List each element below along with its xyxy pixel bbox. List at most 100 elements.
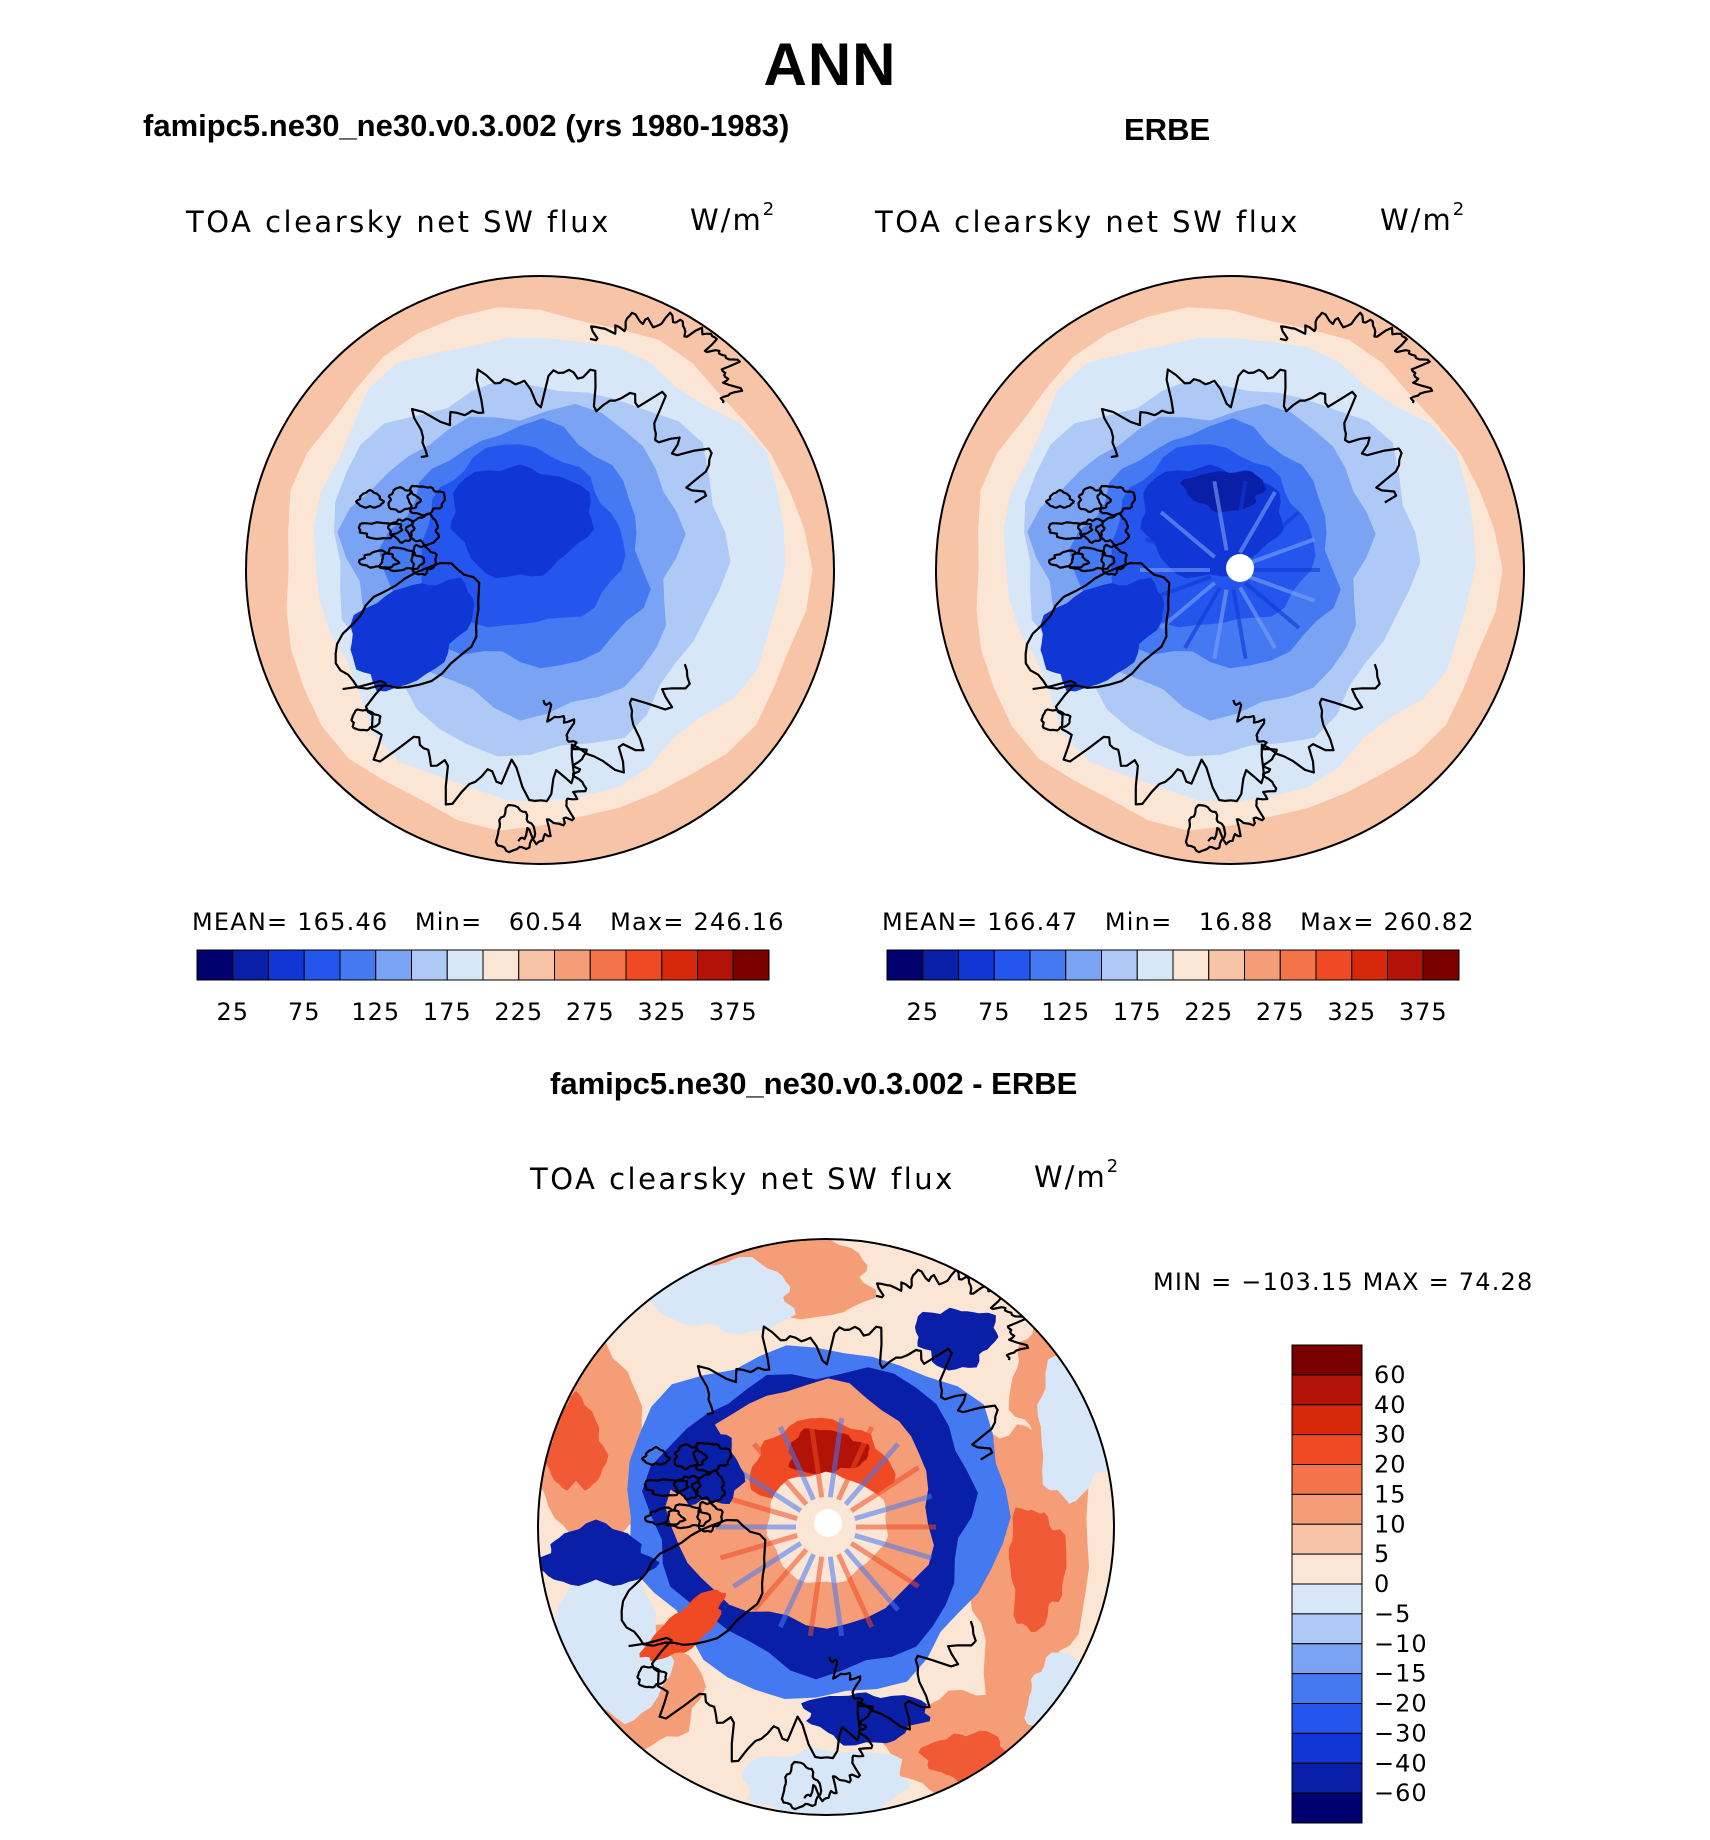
coastline-island (696, 1500, 724, 1533)
field-streak (1144, 574, 1212, 603)
coastline-north-america (1032, 663, 1381, 806)
diff-streak (843, 1548, 900, 1612)
diff-streak (732, 1465, 803, 1513)
model-stats: MEAN= 165.46 Min= 60.54 Max= 246.16 (192, 908, 785, 936)
diff-colorbar-color-box (1291, 1703, 1363, 1734)
field-streak (1144, 537, 1212, 566)
obs-colorbar-tick-label: 225 (1184, 998, 1233, 1026)
obs-colorbar-color-box (1279, 949, 1317, 981)
diff-streak (849, 1541, 920, 1589)
coastline-north-america (628, 1620, 977, 1763)
obs-colorbar-tick-label: 325 (1327, 998, 1376, 1026)
coastline-island (1100, 543, 1128, 576)
obs-colorbar-color-box (886, 949, 924, 981)
model-min-value: 60.54 (508, 908, 584, 936)
coastline-island (378, 546, 426, 573)
obs-colorbar-color-box (1422, 949, 1460, 981)
coastline-island (1045, 488, 1075, 509)
field-streak (1183, 491, 1222, 554)
coastline-island (690, 1469, 727, 1504)
coastline-british-isles (780, 1760, 823, 1811)
coastline-island (410, 543, 438, 576)
model-map-border (245, 275, 835, 865)
diff-colorbar-color-box (1291, 1523, 1363, 1555)
coastline-island (1068, 546, 1116, 573)
coastline-scandinavia (803, 1656, 874, 1803)
coastline-north-america (342, 663, 691, 806)
diff-streak (719, 1493, 798, 1521)
coastline-british-isles (1184, 803, 1227, 854)
field-streak (1238, 491, 1277, 554)
diff-colorbar-tick-label: −60 (1374, 1779, 1428, 1807)
diff-colorbar-color-box (1291, 1792, 1363, 1824)
diff-streak (752, 1548, 809, 1612)
pole-missing-data (814, 1509, 842, 1537)
obs-colorbar-color-box (1208, 949, 1245, 981)
coastline-scandinavia (517, 699, 588, 846)
diff-streak (836, 1553, 874, 1629)
model-max-value: 246.16 (693, 908, 785, 936)
model-variable-label: TOA clearsky net SW flux (186, 205, 611, 239)
diff-streak (732, 1541, 803, 1589)
obs-colorbar-color-box (1315, 949, 1353, 981)
season-title: ANN (763, 31, 897, 98)
field-streak (1212, 481, 1229, 551)
coastline-island (355, 488, 385, 509)
diff-colorbar-color-box (1291, 1374, 1363, 1406)
field-streak (1248, 574, 1316, 603)
field-streak (1244, 581, 1301, 630)
diff-colorbar-color-box (1291, 1583, 1363, 1615)
diff-streak (836, 1425, 874, 1501)
model-colorbar-tick-label: 25 (216, 998, 249, 1026)
obs-colorbar-color-box (1101, 949, 1138, 981)
diff-colorbar-color-box (1291, 1643, 1363, 1675)
obs-colorbar-tick-label: 125 (1041, 998, 1090, 1026)
obs-colorbar-color-box (1387, 949, 1424, 981)
diff-streak (719, 1533, 798, 1561)
diff-variable-label: TOA clearsky net SW flux (530, 1162, 955, 1196)
coastline-greenland (620, 1518, 767, 1647)
model-colorbar-color-box (554, 949, 591, 981)
coastline-iceland (636, 1665, 668, 1689)
coastline-island (1094, 512, 1131, 547)
model-colorbar-color-box (232, 949, 269, 981)
coastline-kamchatka (589, 311, 744, 404)
diff-colorbar-tick-label: 30 (1374, 1421, 1407, 1449)
diff-map-border (537, 1238, 1115, 1816)
model-panel-title: famipc5.ne30_ne30.v0.3.002 (yrs 1980-198… (143, 108, 790, 143)
coastline-eurasia (410, 368, 713, 504)
diff-streak (752, 1442, 809, 1506)
coastline-british-isles (494, 803, 537, 854)
obs-mean-value: 166.47 (987, 908, 1079, 936)
model-colorbar-tick-label: 75 (288, 998, 321, 1026)
field-streak (1231, 589, 1248, 659)
diff-streak (843, 1442, 900, 1506)
greenland-ice (350, 577, 475, 692)
coastline-island (404, 512, 441, 547)
diff-streak (827, 1417, 845, 1498)
model-mean-value: 165.46 (297, 908, 389, 936)
coastline-greenland (1024, 561, 1171, 690)
diff-colorbar-tick-label: −30 (1374, 1719, 1428, 1747)
model-colorbar-color-box (589, 949, 627, 981)
obs-stats: MEAN= 166.47 Min= 16.88 Max= 260.82 (882, 908, 1475, 936)
model-colorbar-color-box (482, 949, 520, 981)
coastline-island (664, 1503, 712, 1530)
obs-colorbar-color-box (1136, 949, 1174, 981)
diff-colorbar-color-box (1291, 1613, 1363, 1645)
field-streak (1212, 589, 1229, 659)
coastline-iceland (350, 708, 382, 732)
coastline-island (406, 484, 446, 517)
coastline-island (692, 1441, 732, 1474)
diff-central-max (788, 1428, 870, 1475)
obs-colorbar-tick-label: 275 (1256, 998, 1305, 1026)
coastline-island (641, 1445, 671, 1466)
obs-colorbar-color-box (1172, 949, 1210, 981)
obs-colorbar-color-box (958, 949, 995, 981)
diff-colorbar-tick-label: 0 (1374, 1570, 1390, 1598)
diff-colorbar-color-box (1291, 1434, 1363, 1465)
model-colorbar-color-box (268, 949, 305, 981)
model-colorbar-color-box (697, 949, 734, 981)
